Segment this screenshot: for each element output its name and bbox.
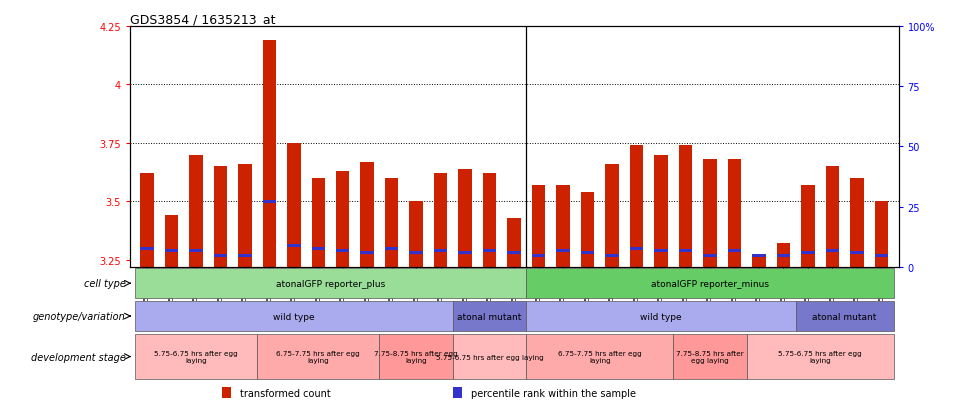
Bar bbox=[360, 252, 374, 255]
Bar bbox=[527, 268, 894, 299]
Bar bbox=[458, 252, 472, 255]
Bar bbox=[336, 171, 350, 267]
Bar bbox=[409, 252, 423, 255]
Bar bbox=[189, 249, 203, 252]
Bar bbox=[360, 162, 374, 267]
Bar bbox=[825, 167, 839, 267]
Bar bbox=[654, 155, 668, 267]
Bar bbox=[189, 155, 203, 267]
Text: percentile rank within the sample: percentile rank within the sample bbox=[471, 388, 636, 398]
Text: GDS3854 / 1635213_at: GDS3854 / 1635213_at bbox=[130, 13, 275, 26]
Text: genotype/variation: genotype/variation bbox=[33, 311, 126, 321]
Bar bbox=[527, 301, 796, 331]
Text: atonalGFP reporter_minus: atonalGFP reporter_minus bbox=[651, 279, 769, 288]
Bar bbox=[605, 254, 619, 257]
Bar bbox=[453, 387, 462, 398]
Bar bbox=[453, 335, 527, 379]
Text: 5.75-6.75 hrs after egg
laying: 5.75-6.75 hrs after egg laying bbox=[778, 350, 862, 363]
Bar bbox=[135, 335, 257, 379]
Bar bbox=[527, 335, 674, 379]
Bar bbox=[164, 249, 178, 252]
Bar bbox=[262, 200, 276, 203]
Bar bbox=[380, 335, 453, 379]
Bar bbox=[801, 252, 815, 255]
Bar bbox=[434, 174, 448, 267]
Bar bbox=[507, 218, 521, 267]
Bar bbox=[703, 160, 717, 267]
Bar bbox=[311, 178, 325, 267]
Text: transformed count: transformed count bbox=[240, 388, 332, 398]
Bar bbox=[140, 174, 154, 267]
Bar bbox=[483, 174, 497, 267]
Bar bbox=[654, 249, 668, 252]
Bar bbox=[801, 185, 815, 267]
Bar bbox=[311, 247, 325, 250]
Bar bbox=[135, 268, 527, 299]
Bar bbox=[385, 178, 399, 267]
Bar bbox=[213, 167, 227, 267]
Bar bbox=[629, 146, 643, 267]
Bar bbox=[483, 249, 497, 252]
Bar bbox=[222, 387, 232, 398]
Bar bbox=[287, 143, 301, 267]
Bar bbox=[434, 249, 448, 252]
Text: atonal mutant: atonal mutant bbox=[457, 312, 522, 321]
Bar bbox=[238, 164, 252, 267]
Bar bbox=[796, 301, 894, 331]
Bar bbox=[747, 335, 894, 379]
Bar bbox=[678, 249, 692, 252]
Text: 5.75-6.75 hrs after egg
laying: 5.75-6.75 hrs after egg laying bbox=[154, 350, 237, 363]
Bar bbox=[458, 169, 472, 267]
Bar bbox=[752, 256, 766, 267]
Bar bbox=[556, 185, 570, 267]
Bar bbox=[776, 244, 790, 267]
Text: development stage: development stage bbox=[31, 352, 126, 362]
Bar bbox=[287, 244, 301, 248]
Text: 5.75-6.75 hrs after egg laying: 5.75-6.75 hrs after egg laying bbox=[435, 354, 544, 360]
Bar bbox=[776, 254, 790, 257]
Bar bbox=[531, 254, 545, 257]
Text: 7.75-8.75 hrs after
egg laying: 7.75-8.75 hrs after egg laying bbox=[677, 350, 744, 363]
Bar bbox=[727, 160, 741, 267]
Text: atonalGFP reporter_plus: atonalGFP reporter_plus bbox=[276, 279, 385, 288]
Bar bbox=[164, 216, 178, 267]
Bar bbox=[703, 254, 717, 257]
Bar bbox=[605, 164, 619, 267]
Bar bbox=[385, 247, 399, 250]
Bar bbox=[135, 301, 453, 331]
Text: 6.75-7.75 hrs after egg
laying: 6.75-7.75 hrs after egg laying bbox=[558, 350, 642, 363]
Text: 7.75-8.75 hrs after egg
laying: 7.75-8.75 hrs after egg laying bbox=[375, 350, 458, 363]
Bar bbox=[262, 41, 276, 267]
Text: wild type: wild type bbox=[273, 312, 314, 321]
Bar bbox=[507, 252, 521, 255]
Bar bbox=[875, 202, 888, 267]
Bar bbox=[678, 146, 692, 267]
Bar bbox=[409, 202, 423, 267]
Bar bbox=[674, 335, 747, 379]
Bar bbox=[825, 249, 839, 252]
Bar bbox=[727, 249, 741, 252]
Text: 6.75-7.75 hrs after egg
laying: 6.75-7.75 hrs after egg laying bbox=[277, 350, 360, 363]
Bar bbox=[752, 254, 766, 257]
Bar bbox=[257, 335, 380, 379]
Bar bbox=[238, 254, 252, 257]
Bar bbox=[556, 249, 570, 252]
Text: wild type: wild type bbox=[640, 312, 682, 321]
Bar bbox=[580, 192, 594, 267]
Text: atonal mutant: atonal mutant bbox=[812, 312, 876, 321]
Bar bbox=[875, 254, 888, 257]
Bar bbox=[453, 301, 527, 331]
Bar bbox=[531, 185, 545, 267]
Bar bbox=[213, 254, 227, 257]
Text: cell type: cell type bbox=[84, 278, 126, 289]
Bar bbox=[336, 249, 350, 252]
Bar bbox=[850, 178, 864, 267]
Bar bbox=[140, 247, 154, 250]
Bar bbox=[629, 247, 643, 250]
Bar bbox=[850, 252, 864, 255]
Bar bbox=[580, 252, 594, 255]
